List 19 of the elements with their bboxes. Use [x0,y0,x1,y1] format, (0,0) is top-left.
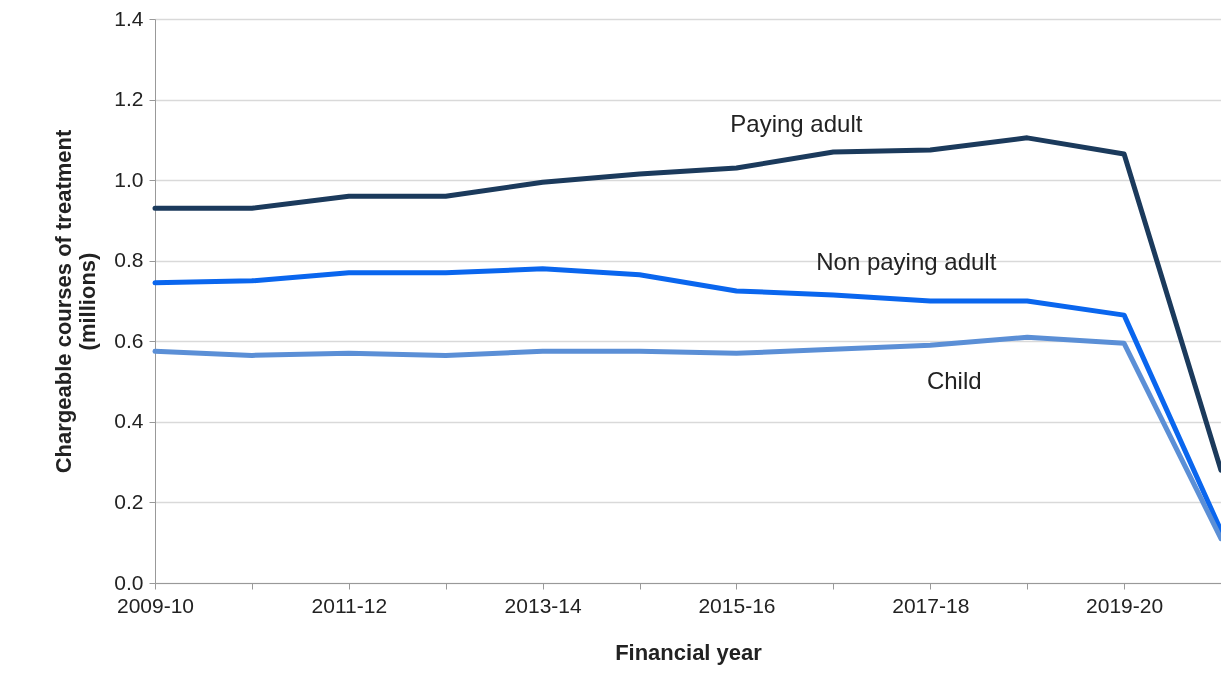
series-label: Non paying adult [816,248,997,275]
x-axis-title: Financial year [615,639,763,665]
y-tick-label: 0.2 [114,489,144,513]
y-axis-title: Chargeable courses of treatment (millions) [51,129,101,474]
series-label: Paying adult [730,109,863,137]
y-tick-label: 1.2 [114,87,144,111]
x-tick-label: 2017-18 [892,593,970,617]
x-tick-label: 2009-10 [116,593,195,617]
x-tick-label: 2015-16 [698,593,776,617]
y-tick-label: 0.6 [114,328,144,352]
y-tick-label: 1.0 [114,167,144,191]
y-tick-label: 0.4 [114,409,144,433]
y-tick-label: 1.4 [114,6,144,30]
x-tick-label: 2019-20 [1086,593,1164,617]
y-tick-label: 0.0 [114,570,144,594]
x-tick-label: 2013-14 [504,593,582,617]
x-tick-label: 2011-12 [311,593,388,617]
series-label: Child [926,367,982,395]
y-tick-label: 0.8 [114,248,144,272]
